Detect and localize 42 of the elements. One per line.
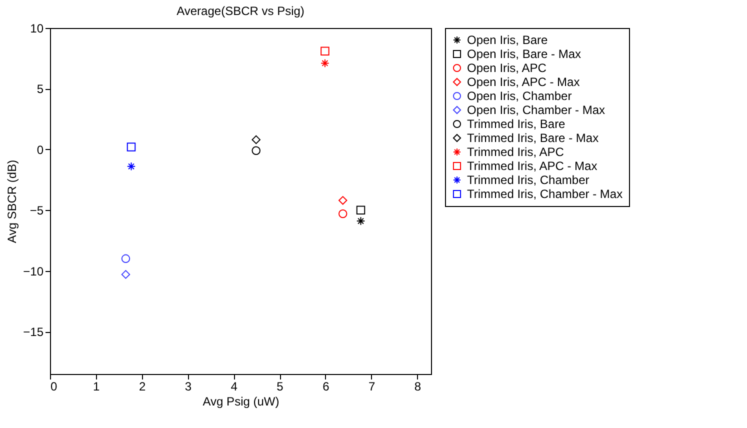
x-tick-label: 3 [184,380,192,394]
legend-label: Trimmed Iris, Bare [467,117,566,131]
y-tick-label: −15 [23,325,44,340]
point [126,162,136,171]
x-tick-label: 6 [322,380,330,394]
y-tick-label: −10 [23,264,44,278]
y-tick-label: −5 [30,204,44,218]
x-tick-label: 4 [230,380,238,394]
point [338,209,348,218]
legend-label: Trimmed Iris, Chamber [467,173,590,187]
point [121,270,130,279]
x-tick-label: 0 [50,380,58,394]
x-tick-label: 2 [138,380,146,394]
point [252,146,260,155]
x-tick-label: 1 [93,380,100,394]
y-tick-label: 0 [36,142,44,157]
legend-label: Open Iris, APC - Max [467,75,580,89]
legend-label: Trimmed Iris, Chamber - Max [467,187,623,201]
point [320,46,330,56]
legend-label: Open Iris, Bare - Max [467,47,582,61]
point [126,142,136,152]
legend-label: Open Iris, APC [467,61,547,75]
y-axis-title: Avg SBCR (dB) [5,160,20,244]
x-axis-title: Avg Psig (uW) [202,394,280,408]
chart-title: Average(SBCR vs Psig) [176,4,304,18]
point [252,135,260,144]
legend-label: Open Iris, Bare [467,33,548,47]
point [121,254,130,264]
legend-label: Trimmed Iris, APC - Max [467,159,598,173]
y-tick-label: 5 [36,82,44,96]
x-tick-label: 7 [368,380,376,394]
legend-label: Trimmed Iris, Bare - Max [467,131,599,145]
x-tick-label: 8 [414,380,422,394]
legend-label: Open Iris, Chamber [467,89,572,103]
point [356,206,366,214]
legend-label: Trimmed Iris, APC [467,145,564,159]
point [356,216,366,226]
legend-label: Open Iris, Chamber - Max [467,103,606,117]
x-tick-label: 5 [276,380,284,394]
y-tick-label: 10 [30,22,44,36]
point [338,196,348,205]
point [320,58,330,68]
